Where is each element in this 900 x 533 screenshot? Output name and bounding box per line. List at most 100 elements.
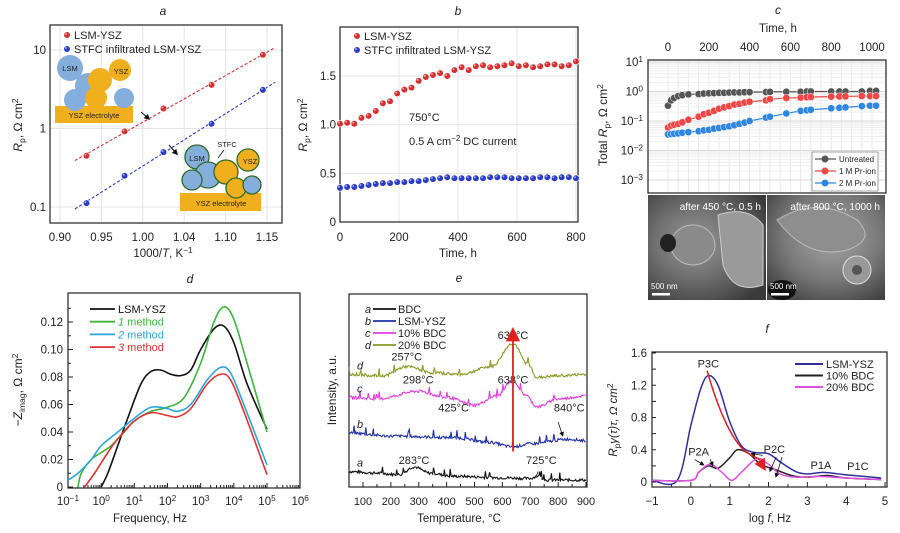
series-line [77,306,268,488]
pore [660,234,676,252]
annotation-temperature: 750°C [409,112,440,124]
point-highlight [573,59,576,62]
pointer-line [536,471,539,477]
y-tick-label: 0.08 [41,372,63,384]
legend-label: 20% BDC [826,382,874,394]
series-line [348,343,587,380]
legend-label: LSM-YSZ [364,31,412,43]
x-tick-label: 1.00 [132,232,154,244]
series-line [348,466,587,483]
point-highlight [488,65,491,68]
data-point [522,174,530,182]
point-highlight [481,63,484,66]
point-highlight [445,175,448,178]
point-highlight [502,175,505,178]
point-highlight [260,87,263,90]
data-point [207,120,216,128]
y-tick-label: 10−2 [621,144,644,158]
point-highlight [423,178,426,181]
legend-label: 3 method [118,342,164,354]
data-point [343,183,351,191]
point-highlight [380,181,383,184]
point-highlight [531,176,534,179]
point-highlight [345,120,348,123]
data-point [259,86,267,94]
x-tick-label: 0 [665,42,671,54]
peak-label: 283°C [399,455,430,467]
point-highlight [352,121,355,124]
x-tick-label: 200 [389,232,408,244]
data-point [379,99,387,107]
y-axis-label: Total Rp, Ω cm2 [595,84,612,166]
point-highlight [359,115,362,118]
data-point [684,115,693,124]
data-point [558,173,566,181]
x-tick-label: 200 [382,496,400,508]
point-highlight [438,176,441,179]
scale-bar [771,293,789,296]
x-tick-label: 600 [781,42,800,54]
data-point [500,61,509,69]
inset-label-stfc: STFC [217,140,237,149]
point-highlight [84,153,87,156]
y-tick-label: 0.1 [30,202,46,214]
data-point [436,69,444,77]
data-point [684,128,693,136]
series-line [83,373,268,488]
x-tick-label: 500 [465,496,483,508]
data-point [522,61,530,69]
peak-label: 840°C [554,402,585,414]
data-point [336,120,344,128]
data-point [536,62,544,70]
point-highlight [459,176,462,179]
pointer-line [217,149,225,159]
y-tick-label: 10−3 [621,173,644,187]
x-tick-label: 400 [437,496,455,508]
plot-frame-f [651,351,888,488]
legend-label: LSM-YSZ [74,30,122,42]
y-tick-label: 0 [641,477,647,489]
pointer-arrow [140,111,151,120]
legend-marker [63,31,71,39]
x-axis-label: log f, Hz [749,513,791,525]
peak-label: P2A [688,446,709,458]
x-tick-label: 10−1 [57,494,80,508]
point-highlight [209,82,212,85]
point-highlight [359,183,362,186]
data-point [508,174,516,182]
point-highlight [373,182,376,185]
panel-letter: f [765,322,770,336]
data-point [465,66,473,74]
legend-marker [821,167,829,175]
particle [88,68,112,92]
legend-marker [63,45,71,53]
peak-label: P1C [847,461,868,473]
pointer-arrow [769,456,777,473]
curve-letter: c [357,383,363,395]
data-point [782,109,791,118]
point-highlight [481,176,484,179]
sem-micrograph: after 800 °C, 1000 h 500 nm [767,195,885,300]
data-point [841,103,850,112]
data-point [572,174,580,182]
legend-label: LSM-YSZ [118,304,166,316]
point-highlight [473,64,476,67]
point-highlight [388,99,391,102]
annotation-current: 0.5 A cm−2 DC current [409,134,516,148]
x-tick-label: 106 [291,494,309,508]
data-point [357,114,366,122]
micrograph-caption: after 800 °C, 1000 h [790,202,880,213]
data-point [872,101,880,110]
y-tick-label: 0 [330,217,336,229]
point-highlight [495,64,498,67]
inset-label-lsm: LSM [189,154,204,163]
point-highlight [538,175,541,178]
data-point [422,176,430,184]
x-tick-label: 800 [566,232,585,244]
point-highlight [445,74,448,76]
plot-frame-e [348,293,588,488]
inset-label-lsm: LSM [62,64,77,73]
x-tick-label: 1000 [859,42,885,54]
data-point [572,57,580,66]
series-line [651,457,882,482]
